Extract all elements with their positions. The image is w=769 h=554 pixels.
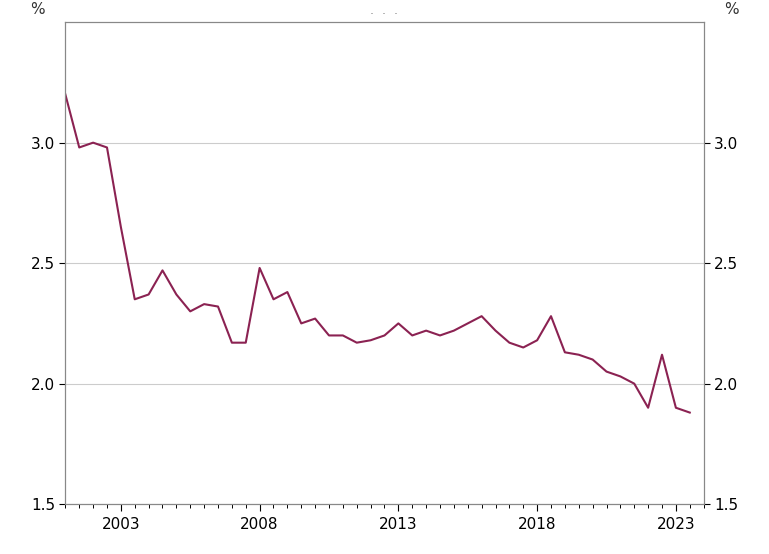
Text: %: %	[724, 2, 739, 17]
Text: %: %	[30, 2, 45, 17]
Text: ·  ·  ·: · · ·	[371, 8, 398, 21]
